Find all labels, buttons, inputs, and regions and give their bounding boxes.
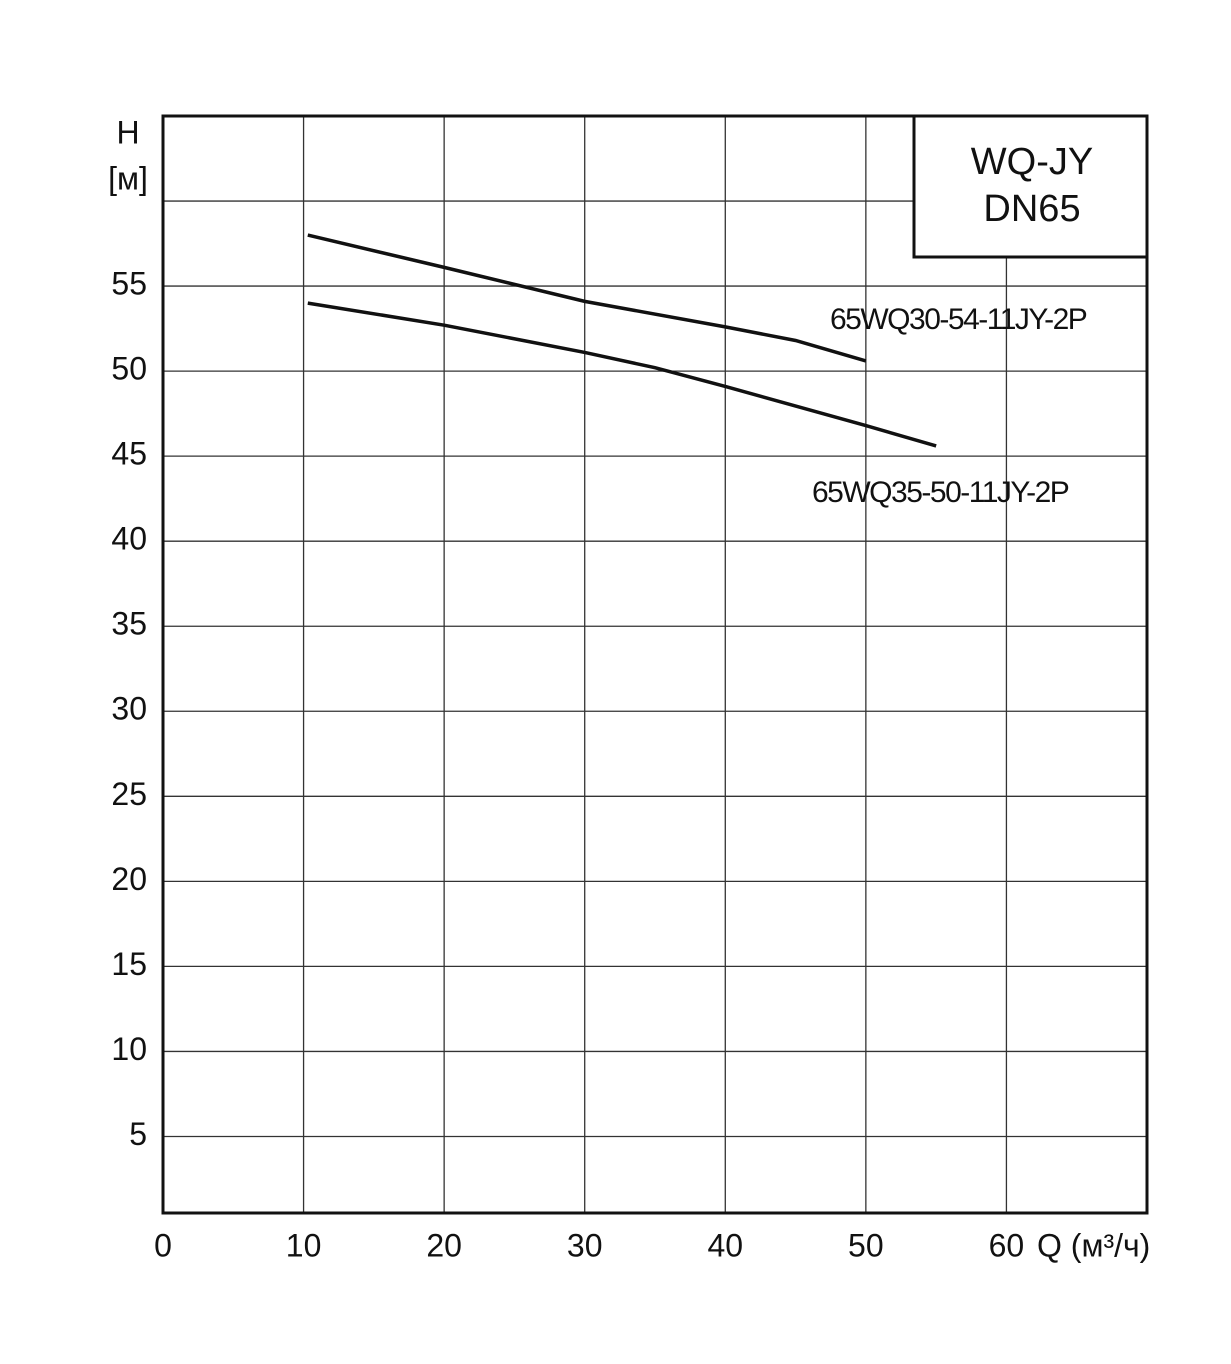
x-tick-label: 0 bbox=[154, 1227, 172, 1263]
x-tick-label: 20 bbox=[426, 1227, 462, 1263]
x-tick-label: 10 bbox=[286, 1227, 322, 1263]
y-axis-label: [м] bbox=[108, 160, 148, 196]
line bbox=[307, 301, 937, 448]
title-box bbox=[912, 114, 1149, 259]
x-tick-label: 50 bbox=[848, 1227, 884, 1263]
x-tick-label: 30 bbox=[567, 1227, 603, 1263]
y-tick-label: 55 bbox=[111, 266, 147, 302]
y-tick-label: 5 bbox=[129, 1116, 147, 1152]
chart-title: WQ-JY bbox=[971, 141, 1093, 183]
x-tick-label: 60 bbox=[989, 1227, 1025, 1263]
line bbox=[307, 233, 867, 363]
chart-title: DN65 bbox=[983, 188, 1080, 230]
y-tick-label: 10 bbox=[111, 1031, 147, 1067]
y-tick-label: 15 bbox=[111, 946, 147, 982]
series-label: 65WQ30-54-11JY-2P bbox=[830, 303, 1087, 336]
y-tick-label: 35 bbox=[111, 606, 147, 642]
y-tick-label: 30 bbox=[111, 691, 147, 727]
y-tick-label: 40 bbox=[111, 521, 147, 557]
y-tick-label: 25 bbox=[111, 776, 147, 812]
x-tick-label: 40 bbox=[707, 1227, 743, 1263]
y-tick-label: 20 bbox=[111, 861, 147, 897]
y-tick-label: 45 bbox=[111, 436, 147, 472]
series-label: 65WQ35-50-11JY-2P bbox=[812, 476, 1069, 509]
plot-frame bbox=[161, 114, 1149, 1215]
y-axis-label: H bbox=[116, 114, 139, 150]
x-axis-label: Q (м³/ч) bbox=[1037, 1227, 1150, 1263]
y-tick-label: 50 bbox=[111, 351, 147, 387]
